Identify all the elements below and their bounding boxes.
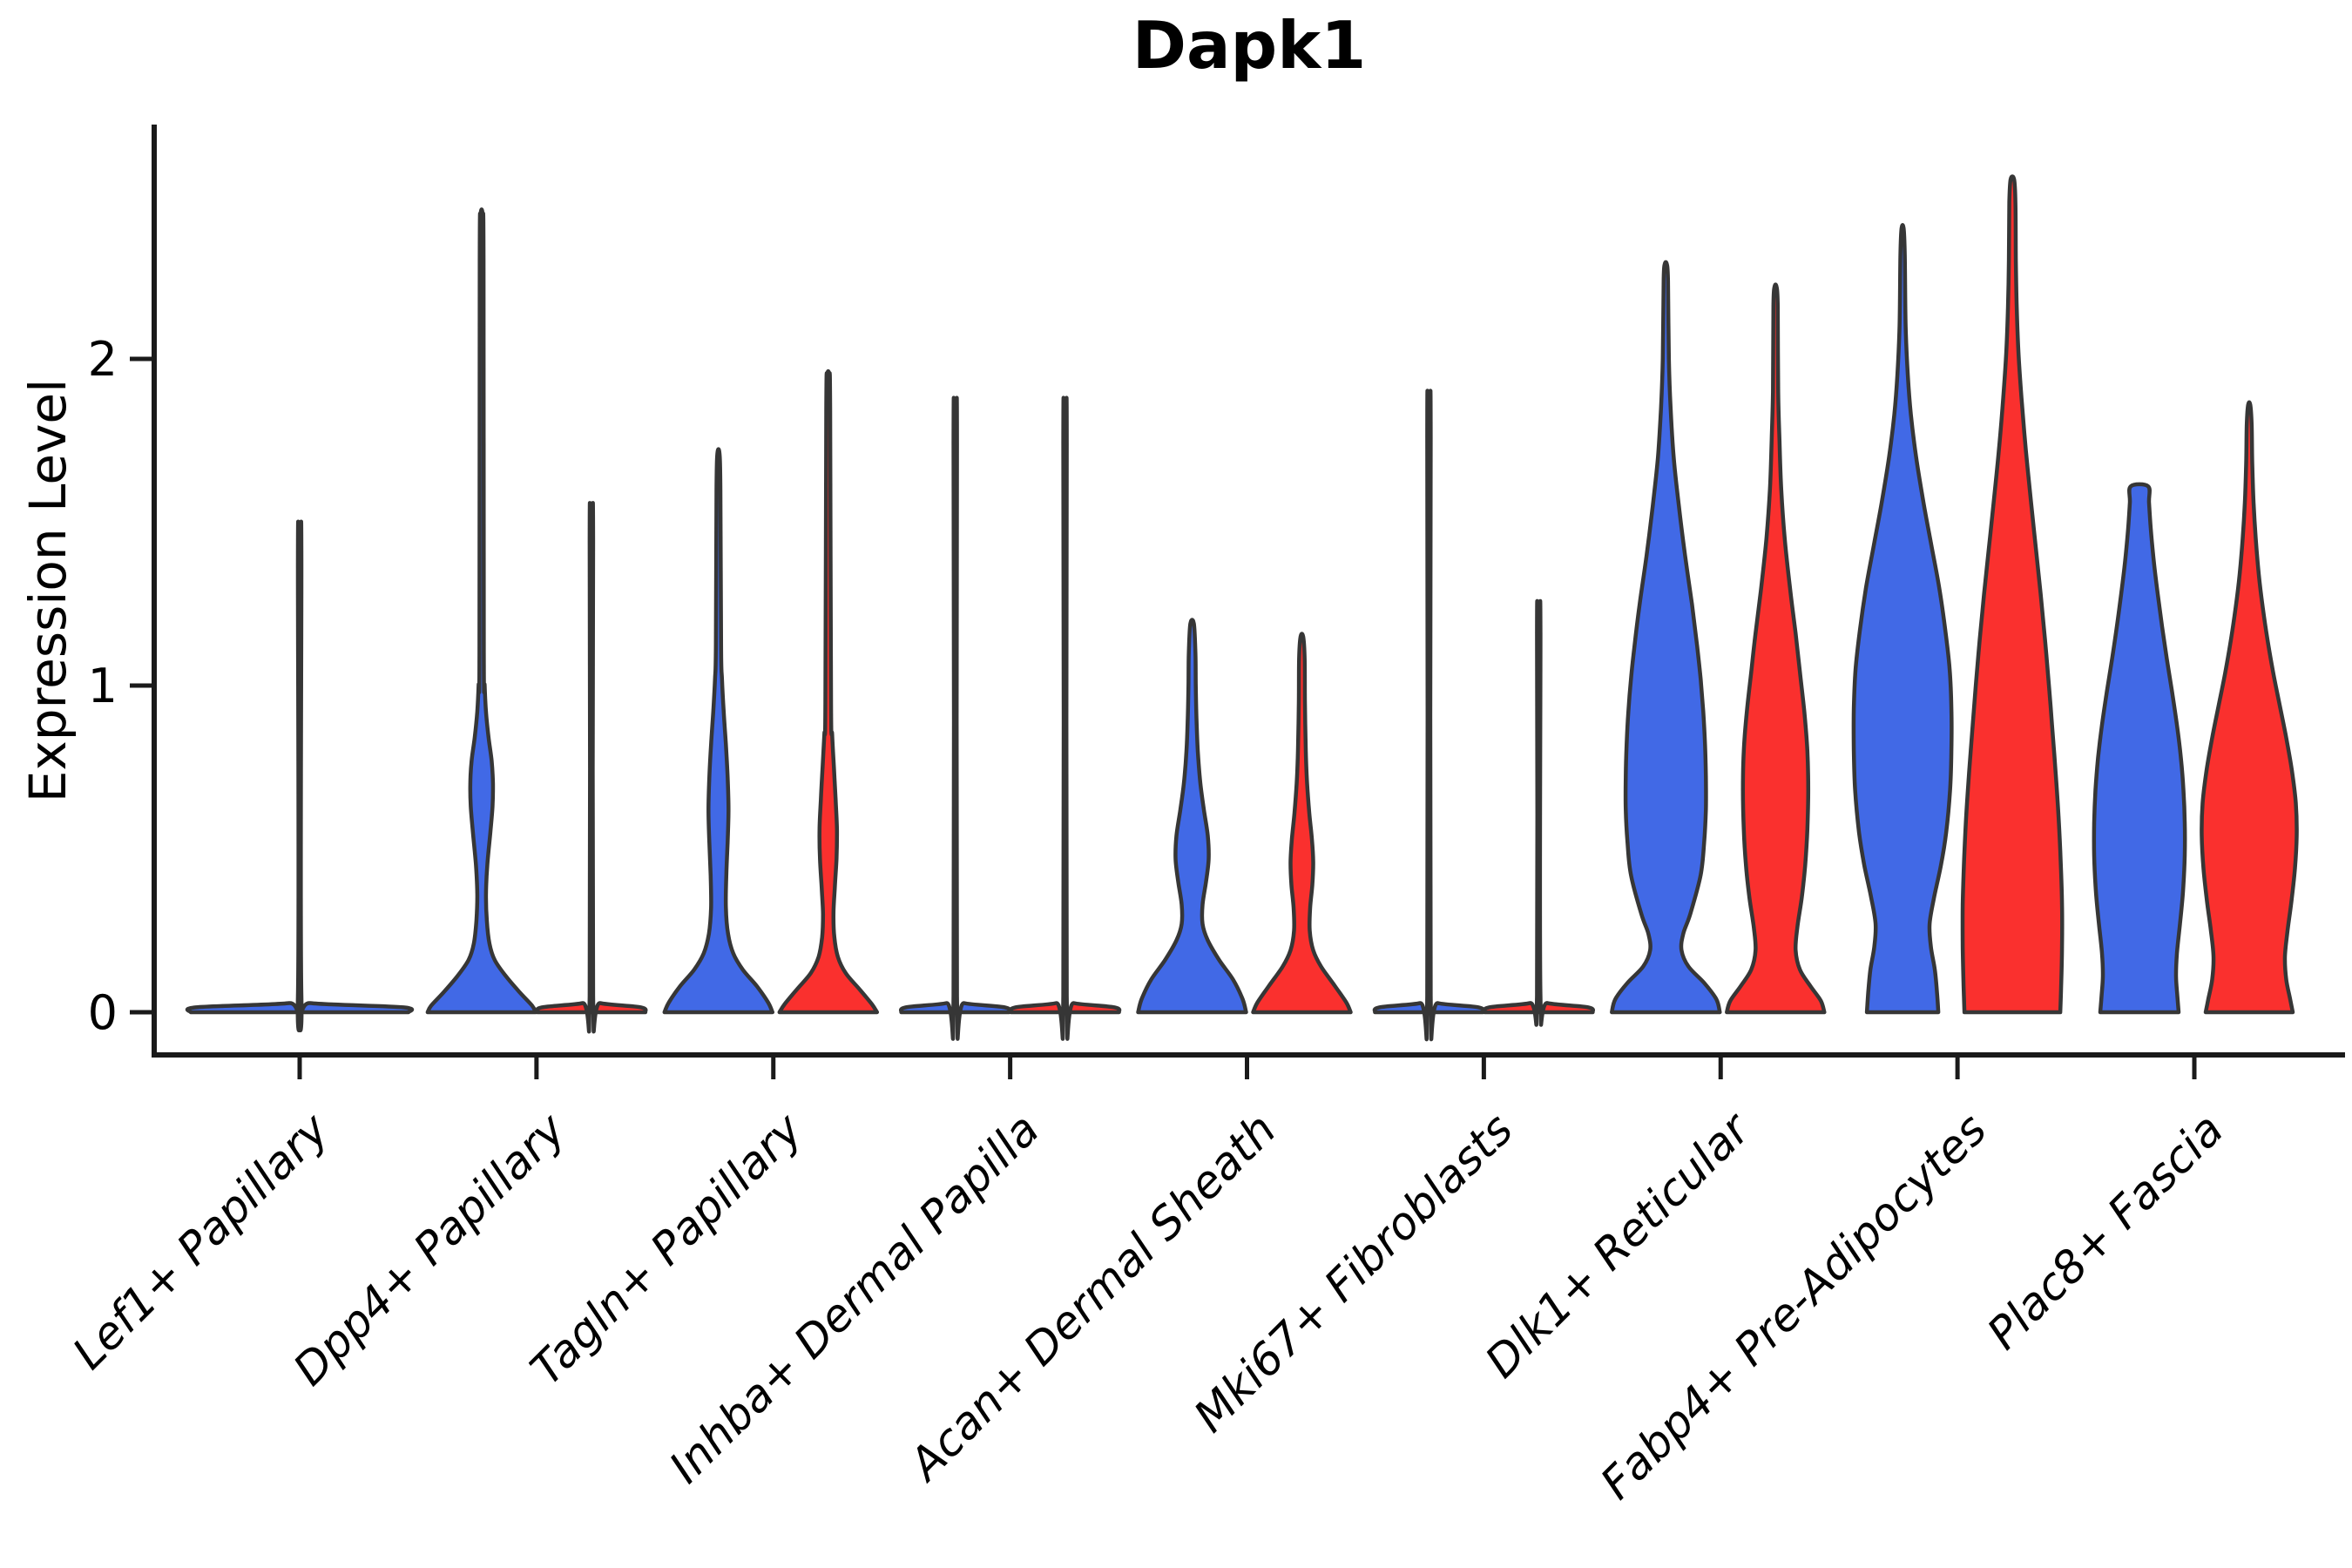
- violin-red-8: [2200, 400, 2299, 1015]
- violin-blue-3: [898, 395, 1012, 1041]
- x-tick-label-8: Plac8+ Fascia: [1978, 1104, 2234, 1360]
- violin-blue-4: [1136, 618, 1248, 1015]
- violin-red-4: [1251, 632, 1353, 1015]
- x-tick-label-0: Lef1+ Papillary: [64, 1104, 340, 1380]
- violin-red-2: [777, 368, 880, 1015]
- violin-blue-0: [185, 519, 415, 1033]
- y-tick-label-2: 2: [88, 332, 118, 387]
- violin-red-5: [1482, 598, 1596, 1027]
- violin-blue-5: [1372, 389, 1486, 1042]
- y-tick-label-1: 1: [88, 659, 118, 713]
- violin-blue-1: [425, 207, 538, 1015]
- violin-red-1: [535, 501, 648, 1034]
- y-tick-label-0: 0: [88, 985, 118, 1040]
- violin-blue-8: [2092, 482, 2187, 1015]
- violin-blue-2: [662, 447, 775, 1015]
- violin-blue-6: [1610, 260, 1722, 1015]
- chart-title: Dapk1: [1132, 7, 1367, 84]
- violin-red-7: [1960, 174, 2065, 1015]
- x-tick-label-7: Fabp4+ Pre-Adipocytes: [1592, 1104, 1997, 1510]
- y-axis-label: Expression Level: [18, 379, 78, 802]
- violin-blue-7: [1851, 223, 1954, 1015]
- violins-layer: [185, 174, 2299, 1042]
- violin-red-3: [1008, 395, 1122, 1041]
- violin-red-6: [1725, 282, 1827, 1015]
